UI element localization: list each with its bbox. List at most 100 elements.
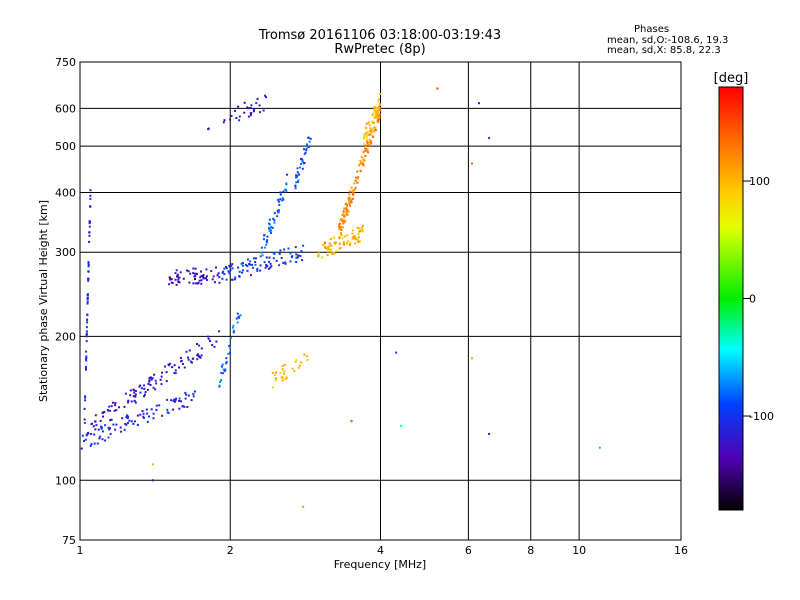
data-point <box>361 230 363 233</box>
data-point <box>222 270 225 273</box>
data-point <box>367 141 370 144</box>
data-point <box>370 128 373 131</box>
data-point <box>134 393 137 396</box>
data-point <box>189 360 192 363</box>
data-point <box>284 262 287 265</box>
data-point <box>327 247 329 250</box>
data-point <box>359 170 362 172</box>
data-point <box>269 262 272 265</box>
x-tick-label: 6 <box>465 544 472 557</box>
data-point <box>142 412 145 415</box>
data-point <box>343 243 345 246</box>
data-point <box>363 142 365 145</box>
data-point <box>238 115 241 118</box>
data-point <box>351 193 354 196</box>
x-tick-label: 8 <box>527 544 534 557</box>
data-point <box>90 443 93 446</box>
data-point <box>355 176 357 179</box>
data-point <box>194 272 196 275</box>
data-point <box>236 312 239 315</box>
data-point <box>216 274 219 277</box>
data-point <box>174 369 177 372</box>
data-point <box>195 273 198 276</box>
data-point <box>188 281 191 284</box>
data-point <box>345 242 348 245</box>
colorbar-tick-label: -100 <box>749 410 774 423</box>
data-point <box>297 179 300 182</box>
data-point <box>127 401 129 404</box>
y-tick-label: 750 <box>55 56 76 69</box>
data-point <box>202 276 205 278</box>
data-point <box>362 150 365 153</box>
data-point <box>301 167 304 170</box>
data-point <box>357 176 360 179</box>
data-point <box>302 244 305 247</box>
data-point <box>252 110 255 113</box>
data-point <box>92 425 95 428</box>
data-point <box>210 270 213 272</box>
data-point <box>362 157 365 160</box>
x-axis-title: Frequency [MHz] <box>334 558 426 571</box>
data-point <box>215 266 217 269</box>
data-point <box>234 109 236 112</box>
data-point <box>241 271 244 274</box>
data-point <box>326 246 329 249</box>
data-point <box>174 278 177 281</box>
data-point <box>253 108 256 111</box>
data-point <box>369 141 372 143</box>
x-tick-label: 1 <box>77 544 84 557</box>
data-point <box>232 329 235 332</box>
data-point <box>146 412 149 415</box>
data-point <box>231 267 234 270</box>
data-point <box>178 366 180 369</box>
data-point <box>85 335 88 338</box>
data-point <box>299 255 302 257</box>
chart-title: Tromsø 20161106 03:18:00-03:19:43 <box>258 28 502 43</box>
data-point <box>356 170 359 173</box>
data-point <box>259 255 262 258</box>
data-point <box>219 381 221 383</box>
data-point <box>366 149 369 152</box>
data-point <box>246 106 249 109</box>
data-point <box>281 368 284 371</box>
data-point <box>268 260 270 263</box>
data-point <box>296 175 299 178</box>
data-point <box>264 94 266 97</box>
data-point <box>283 363 286 366</box>
data-point <box>308 140 311 143</box>
data-point <box>332 251 335 254</box>
data-point <box>192 357 195 360</box>
data-point <box>350 420 353 423</box>
data-point <box>339 222 341 225</box>
data-point <box>95 424 98 427</box>
data-point <box>148 380 151 383</box>
data-point <box>338 235 341 238</box>
data-point <box>151 377 154 380</box>
data-point <box>268 229 271 232</box>
data-point <box>353 188 356 191</box>
data-point <box>299 166 301 169</box>
data-point <box>363 159 366 162</box>
data-point <box>277 209 280 212</box>
x-tick-label: 10 <box>572 544 586 557</box>
data-point <box>218 276 221 279</box>
data-point <box>340 232 342 235</box>
data-point <box>371 136 374 138</box>
data-point <box>248 107 251 110</box>
data-point <box>192 267 195 270</box>
data-point <box>109 419 112 422</box>
data-point <box>376 114 379 117</box>
data-point <box>340 229 343 231</box>
data-point <box>296 256 299 259</box>
data-point <box>250 274 252 277</box>
data-point <box>128 419 131 422</box>
data-point <box>194 278 196 280</box>
data-point <box>400 424 403 427</box>
data-point <box>378 105 381 108</box>
data-point <box>488 433 491 435</box>
data-point <box>340 234 343 237</box>
data-point <box>351 237 354 240</box>
data-point <box>213 281 216 284</box>
data-point <box>379 93 382 95</box>
